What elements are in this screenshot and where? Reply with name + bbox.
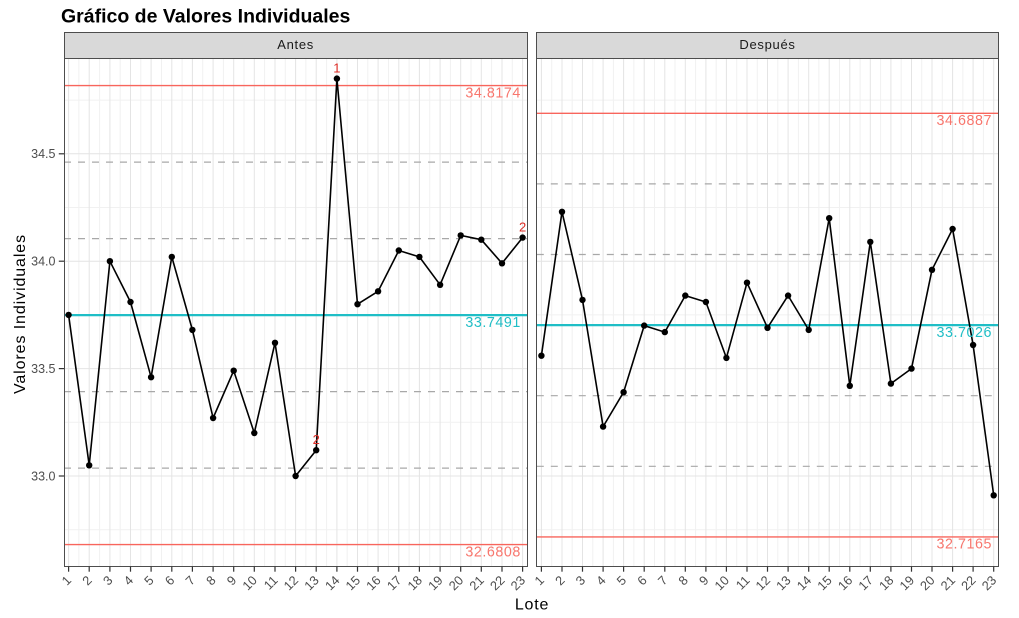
svg-text:33.0: 33.0 — [31, 469, 55, 483]
svg-text:Después: Después — [739, 37, 795, 52]
svg-text:34.0: 34.0 — [31, 255, 55, 269]
svg-text:32.6808: 32.6808 — [465, 544, 521, 560]
svg-text:2: 2 — [313, 432, 320, 447]
svg-text:34.5: 34.5 — [31, 147, 55, 161]
svg-text:32.7165: 32.7165 — [936, 537, 992, 553]
svg-text:Gráfico de Valores Individuale: Gráfico de Valores Individuales — [61, 5, 351, 27]
svg-text:34.8174: 34.8174 — [465, 85, 521, 101]
svg-text:Valores Individuales: Valores Individuales — [12, 234, 29, 394]
svg-text:33.5: 33.5 — [31, 362, 55, 376]
svg-text:Lote: Lote — [515, 597, 549, 614]
svg-text:Antes: Antes — [277, 37, 314, 52]
svg-text:2: 2 — [519, 220, 526, 235]
svg-text:34.6887: 34.6887 — [936, 113, 992, 129]
svg-text:33.7026: 33.7026 — [936, 325, 992, 341]
svg-text:33.7491: 33.7491 — [465, 315, 521, 331]
svg-text:1: 1 — [333, 61, 340, 76]
